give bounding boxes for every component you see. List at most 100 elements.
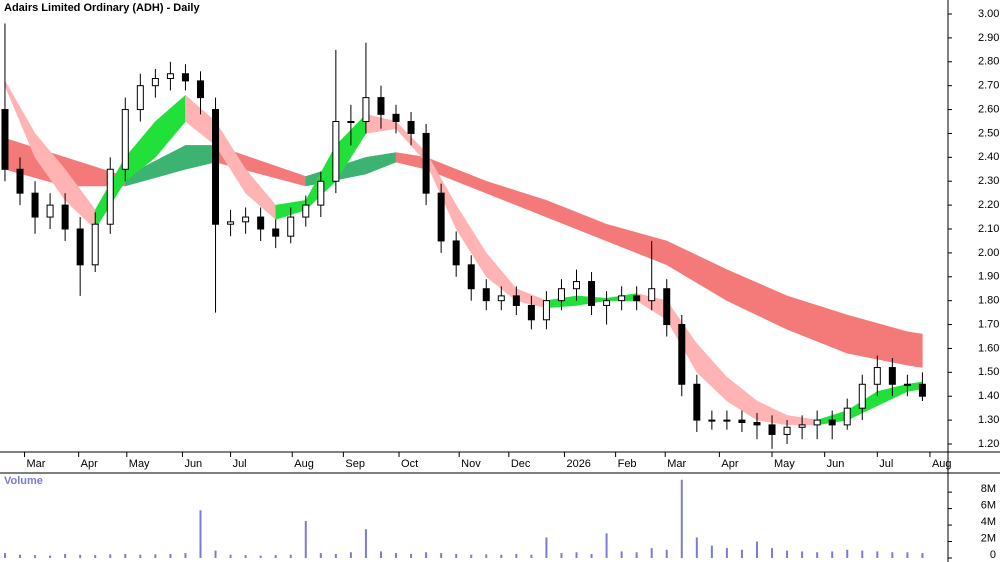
candle-body [542,300,550,321]
y-tick-label: 2.30 [978,175,999,187]
x-tick-label: Apr [81,458,98,470]
x-tick-label: Jul [879,458,893,470]
candle-body [633,295,641,302]
candle-body [121,109,129,170]
y-tick-label: 1.90 [978,271,999,283]
y-tick-label: 2.00 [978,247,999,259]
x-tick-label: Aug [932,458,952,470]
candle-body [242,216,250,223]
x-tick-label: Dec [511,458,531,470]
y-tick-label: 2.80 [978,56,999,68]
y-tick-label: 2.90 [978,32,999,44]
x-tick-label: 2026 [566,458,590,470]
y-tick-label: 3.00 [978,8,999,20]
y-tick-label: 1.50 [978,366,999,378]
y-tick-label: 4M [981,516,996,528]
candle-body [678,324,686,385]
candle-body [723,419,731,422]
y-tick-label: 1.20 [978,438,999,450]
candle-body [603,300,611,306]
candle-body [828,419,836,426]
candle-body [843,407,851,426]
candle-body [738,419,746,423]
candle-body [648,288,656,302]
volume-title: Volume [4,475,43,487]
x-tick-label: Aug [294,458,314,470]
candle-body [76,228,84,266]
candle-body [347,120,355,123]
candle-body [618,295,626,302]
y-tick-label: 1.30 [978,414,999,426]
candle-body [302,204,310,218]
candle-body [873,367,881,385]
x-tick-label: Jul [233,458,247,470]
candle-body [377,97,385,115]
chart-title: Adairs Limited Ordinary (ADH) - Daily [4,2,200,14]
y-tick-label: 1.40 [978,390,999,402]
x-tick-label: Mar [27,458,46,470]
candle-body [392,113,400,122]
candle-body [527,304,535,321]
candle-body [557,288,565,302]
y-tick-label: 2M [981,532,996,544]
y-tick-label: 2.20 [978,199,999,211]
x-tick-label: Feb [618,458,637,470]
y-tick-label: 1.70 [978,318,999,330]
candle-body [196,80,204,99]
y-tick-label: 2.10 [978,223,999,235]
candle-body [888,367,896,385]
x-tick-label: Mar [667,458,686,470]
y-tick-label: 6M [981,499,996,511]
x-tick-label: May [774,458,795,470]
candle-body [573,281,581,290]
y-tick-label: 1.60 [978,342,999,354]
candle-body [798,424,806,428]
candle-body [452,240,460,266]
candle-body [663,288,671,326]
candle-body [437,192,445,242]
ribbon-segment [907,331,923,368]
candle-body [1,109,9,170]
x-tick-label: Jun [827,458,845,470]
candle-body [768,424,776,435]
x-tick-label: Oct [401,458,418,470]
candle-body [287,216,295,237]
candle-body [753,421,761,426]
candle-body [257,216,265,230]
candle-body [482,288,490,302]
candle-body [317,180,325,206]
candle-body [212,109,220,225]
candle-body [272,228,280,237]
candle-body [497,295,505,302]
candle-body [46,204,54,218]
y-tick-label: 0 [990,549,996,561]
candle-body [61,204,69,230]
y-tick-label: 2.60 [978,103,999,115]
candle-body [16,168,24,194]
x-tick-label: Apr [721,458,738,470]
candle-body [332,120,340,182]
candle-body [166,73,174,79]
candle-body [783,426,791,435]
candle-body [31,192,39,218]
candle-body [136,85,144,111]
candle-body [151,77,159,87]
candle-body [512,295,520,306]
candle-body [693,383,701,421]
y-tick-label: 2.50 [978,127,999,139]
candle-body [407,120,415,134]
candle-body [91,223,99,266]
candle-body [588,281,596,306]
y-tick-label: 2.70 [978,80,999,92]
candle-body [708,419,716,422]
x-tick-label: May [129,458,150,470]
x-tick-label: Jun [184,458,202,470]
y-tick-label: 8M [981,483,996,495]
x-tick-label: Sep [345,458,365,470]
candle-body [467,264,475,290]
candle-body [106,168,114,225]
candle-body [181,73,189,82]
candle-body [918,383,926,397]
candle-body [903,383,911,386]
